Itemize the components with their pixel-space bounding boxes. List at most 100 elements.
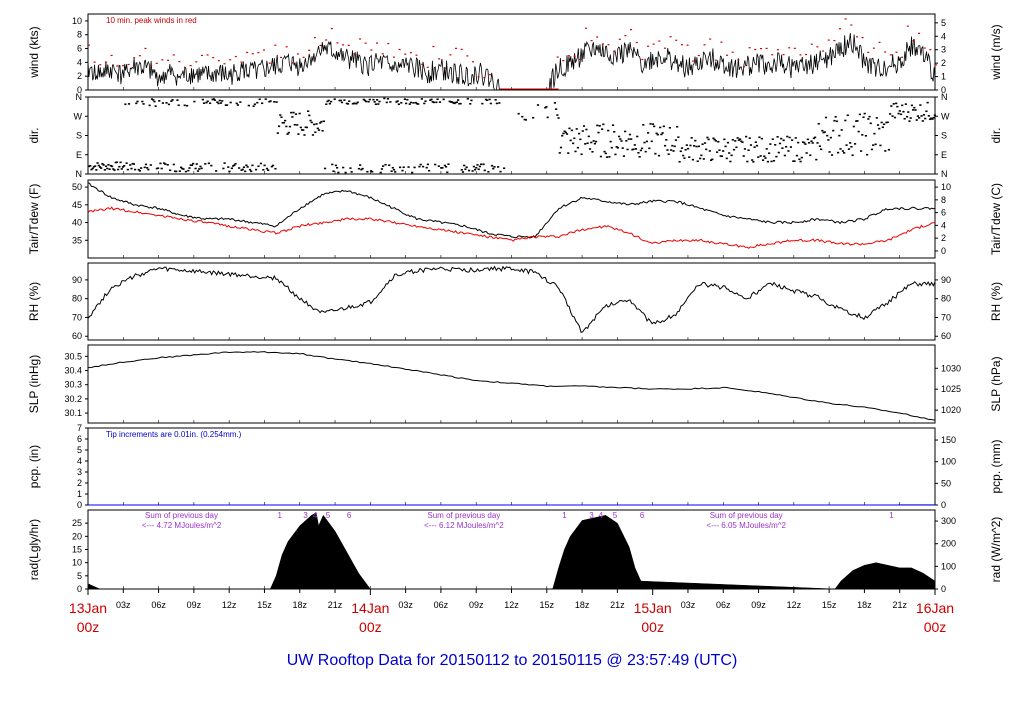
dir-point	[320, 121, 322, 123]
dir-point	[881, 122, 883, 124]
dir-point	[672, 150, 674, 152]
dir-point	[634, 144, 636, 146]
dir-point	[297, 133, 299, 135]
dir-point	[313, 124, 315, 126]
dir-point	[284, 120, 286, 122]
dir-point	[220, 102, 222, 104]
dir-point	[859, 114, 861, 116]
dir-point	[495, 99, 497, 101]
dir-point	[925, 110, 927, 112]
dir-point	[498, 102, 500, 104]
ytick-label-right: S	[941, 131, 947, 141]
dir-point	[741, 141, 743, 143]
dir-point	[849, 142, 851, 144]
dir-point	[202, 99, 204, 101]
wind-peak-mark	[195, 61, 197, 62]
dir-point	[798, 158, 800, 160]
dir-point	[491, 165, 493, 167]
dir-point	[907, 111, 909, 113]
dir-point	[387, 98, 389, 100]
dir-point	[602, 124, 604, 126]
dir-point	[247, 166, 249, 168]
wind-peak-mark	[760, 48, 762, 49]
dir-point	[902, 111, 904, 113]
dir-point	[244, 171, 246, 173]
dir-point	[641, 148, 643, 150]
dir-point	[375, 103, 377, 105]
dir-point	[208, 163, 210, 165]
dir-point	[532, 117, 534, 119]
xtick-label: 12z	[787, 600, 802, 610]
wind-peak-mark	[568, 55, 570, 56]
wind-peak-mark	[128, 64, 130, 65]
wind-peak-mark	[421, 64, 423, 65]
dir-point	[428, 170, 430, 172]
dir-point	[493, 166, 495, 168]
ytick-label-right: N	[941, 92, 948, 102]
ytick-label-right: E	[941, 150, 947, 160]
dir-point	[328, 100, 330, 102]
dir-point	[680, 150, 682, 152]
dir-point	[628, 138, 630, 140]
rad-cloud-marker: 6	[640, 511, 645, 520]
wind-peak-mark	[274, 45, 276, 46]
dir-point	[905, 103, 907, 105]
panel-frame-pcp	[88, 428, 935, 505]
dir-point	[270, 100, 272, 102]
dir-point	[709, 150, 711, 152]
dir-point	[662, 132, 664, 134]
wind-peak-mark	[410, 52, 412, 53]
dir-point	[668, 153, 670, 155]
dir-point	[219, 100, 221, 102]
xtick-day-label: 16Jan	[916, 600, 954, 616]
wind-peak-mark	[122, 65, 124, 66]
dir-point	[144, 167, 146, 169]
ytick-label-right: 200	[941, 539, 956, 549]
wind-peak-mark	[557, 56, 559, 57]
wind-peak-mark	[150, 65, 152, 66]
ylabel-pcp: pcp. (in)	[27, 445, 41, 488]
dir-point	[852, 154, 854, 156]
dir-point	[838, 135, 840, 137]
dir-point	[570, 140, 572, 142]
dir-point	[889, 113, 891, 115]
dir-point	[381, 168, 383, 170]
dir-point	[750, 144, 752, 146]
dir-point	[786, 136, 788, 138]
ytick-label-right: W	[941, 111, 950, 121]
wind-peak-mark	[144, 48, 146, 49]
ytick-label: 8	[77, 30, 82, 40]
dir-points	[88, 98, 936, 174]
dir-point	[366, 171, 368, 173]
dir-point	[146, 167, 148, 169]
dir-point	[126, 162, 128, 164]
dir-point	[596, 125, 598, 127]
dir-point	[413, 167, 415, 169]
dir-point	[827, 139, 829, 141]
dir-point	[600, 156, 602, 158]
dir-point	[274, 168, 276, 170]
dir-point	[259, 98, 261, 100]
ytick-label: 0	[77, 500, 82, 510]
dir-point	[663, 126, 665, 128]
dir-point	[789, 137, 791, 139]
rad-cloud-marker: 3	[589, 511, 594, 520]
dir-point	[871, 149, 873, 151]
dir-point	[612, 124, 614, 126]
xtick-day-time: 00z	[641, 619, 664, 635]
dir-point	[755, 141, 757, 143]
xtick-label: 03z	[681, 600, 696, 610]
dir-point	[106, 168, 108, 170]
rad-summary-title: Sum of previous day	[710, 511, 783, 520]
dir-point	[807, 139, 809, 141]
wind-peak-mark	[212, 57, 214, 58]
dir-point	[109, 168, 111, 170]
dir-point	[226, 104, 228, 106]
dir-point	[233, 164, 235, 166]
dir-point	[433, 102, 435, 104]
dir-point	[92, 168, 94, 170]
dir-point	[348, 100, 350, 102]
wind-peak-mark	[816, 46, 818, 47]
ytick-label: 50	[72, 182, 82, 192]
dir-point	[466, 166, 468, 168]
